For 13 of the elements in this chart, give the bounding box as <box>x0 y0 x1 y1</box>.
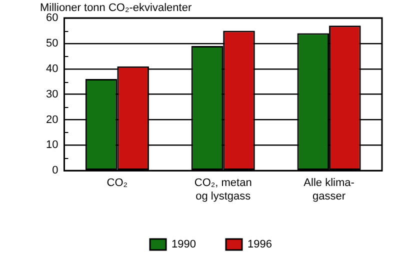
legend-label: 1990 <box>172 238 196 251</box>
y-tick-label: 20 <box>46 114 58 126</box>
y-tick-label: 40 <box>46 62 58 75</box>
x-tick-label: CO₂, metan og lystgass <box>194 177 252 202</box>
y-tick-label: 10 <box>46 139 58 152</box>
y-tick-label: 0 <box>52 164 58 177</box>
y-tick-label: 50 <box>46 37 58 50</box>
y-axis-title: Millioner tonn CO₂-ekvivalenter <box>40 2 192 14</box>
legend-label: 1996 <box>248 238 272 251</box>
y-tick-label: 30 <box>46 88 58 100</box>
x-tick-label: Alle klima-gasser <box>304 177 355 202</box>
x-tick-label: CO₂ <box>106 177 128 190</box>
y-tick-label: 60 <box>46 12 58 24</box>
